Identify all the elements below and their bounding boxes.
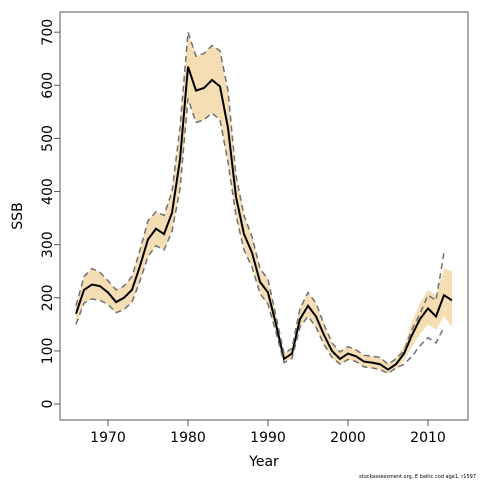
y-tick-label: 200 (40, 284, 56, 311)
x-tick-label: 1990 (250, 430, 286, 446)
x-tick-label: 2000 (330, 430, 366, 446)
y-tick-label: 700 (40, 19, 56, 46)
x-axis-label: Year (248, 454, 279, 470)
y-tick-label: 100 (40, 338, 56, 365)
dashed-line (75, 31, 445, 366)
ssb-line (75, 66, 453, 371)
x-tick-label: 1980 (170, 430, 206, 446)
caption: stockassessment.org, E baltic cod age1, … (359, 474, 476, 480)
x-tick-label: 1970 (90, 430, 126, 446)
plot-frame (59, 11, 469, 421)
y-tick-label: 600 (40, 72, 56, 99)
y-tick-label: 400 (40, 178, 56, 205)
y-tick-label: 300 (40, 231, 56, 258)
y-tick-label: 500 (40, 125, 56, 152)
confidence-band (76, 32, 452, 374)
x-tick-label: 2010 (410, 430, 446, 446)
y-tick-label: 0 (40, 400, 56, 409)
dashed-line (75, 98, 445, 375)
y-axis-label: SSB (10, 202, 26, 229)
